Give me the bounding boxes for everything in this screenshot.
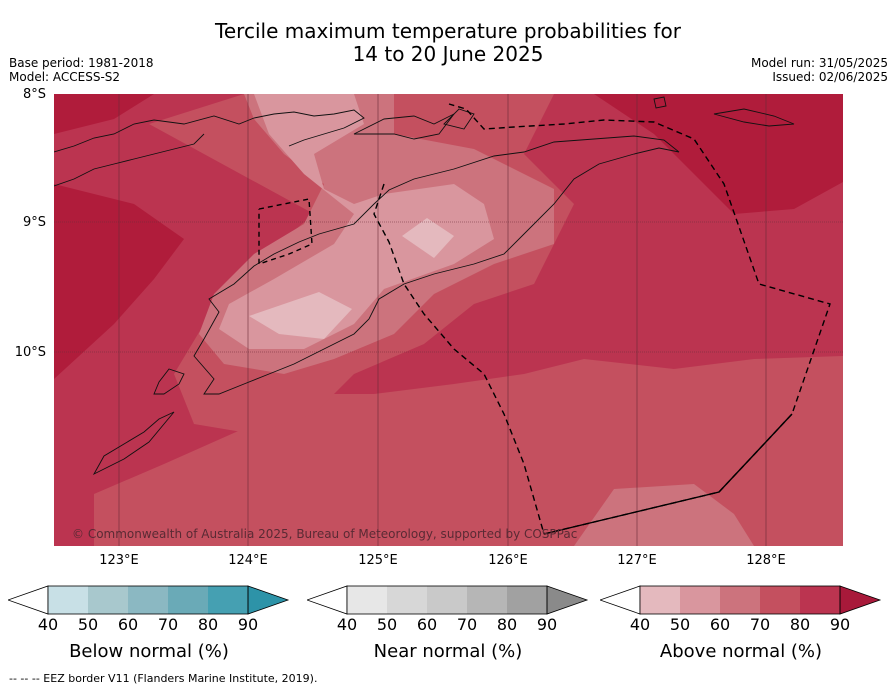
cb-near-upper-extend [546, 585, 589, 615]
cb-above-swatch-60 [720, 586, 760, 614]
lon-label-126e: 126°E [488, 553, 528, 568]
colorbar-above-normal [600, 585, 882, 615]
coast-flores-alor [54, 109, 365, 187]
issued-date: Issued: 02/06/2025 [772, 70, 888, 84]
eez-border [258, 103, 831, 535]
cb-above-swatch-50 [680, 586, 720, 614]
cb-near-swatch-80 [507, 586, 547, 614]
cb-below-tick-80: 80 [197, 615, 219, 634]
lon-label-124e: 124°E [228, 553, 268, 568]
probability-map: © Commonwealth of Australia 2025, Bureau… [54, 94, 843, 546]
lon-label-128e: 128°E [746, 553, 786, 568]
cb-above-frame [639, 585, 841, 615]
cb-below-tick-40: 40 [37, 615, 59, 634]
cb-near-tick-90: 90 [536, 615, 558, 634]
cb-above-lower-extend [600, 585, 641, 615]
coast-babar [713, 108, 795, 127]
field-above-60-south [574, 484, 754, 546]
cb-above-upper-extend [839, 585, 882, 615]
cb-below-swatch-70 [168, 586, 208, 614]
copyright-text: © Commonwealth of Australia 2025, Bureau… [72, 527, 577, 541]
cb-near-tick-40: 40 [336, 615, 358, 634]
cb-below-swatch-60 [128, 586, 168, 614]
cb-near-tick-60: 60 [416, 615, 438, 634]
colorbar-below-normal [8, 585, 290, 615]
cb-above-tick-40: 40 [629, 615, 651, 634]
cb-above-tick-50: 50 [669, 615, 691, 634]
coast-island [443, 108, 475, 130]
cb-below-swatch-80 [208, 586, 248, 614]
cb-above-swatch-70 [760, 586, 800, 614]
cb-above-tick-80: 80 [789, 615, 811, 634]
cb-below-swatch-40 [48, 586, 88, 614]
cb-below-label: Below normal (%) [69, 641, 229, 662]
coast-sawu [92, 411, 175, 476]
coast-rote [153, 368, 185, 395]
cb-below-tick-60: 60 [117, 615, 139, 634]
cb-below-tick-90: 90 [237, 615, 259, 634]
lat-label-8s: 8°S [22, 87, 46, 102]
cb-near-swatch-40 [347, 586, 387, 614]
eez-dashed [373, 103, 831, 535]
cb-near-frame [346, 585, 548, 615]
cb-above-tick-60: 60 [709, 615, 731, 634]
cb-near-lower-extend [307, 585, 348, 615]
chart-title-line2: 14 to 20 June 2025 [352, 42, 544, 66]
cb-near-tick-70: 70 [456, 615, 478, 634]
cb-near-tick-80: 80 [496, 615, 518, 634]
lat-label-10s: 10°S [14, 345, 46, 360]
coast-timor [193, 135, 680, 395]
coastlines [54, 96, 795, 476]
model-name: Model: ACCESS-S2 [9, 70, 121, 84]
colorbar-near-normal [307, 585, 589, 615]
cb-below-lower-extend [8, 585, 49, 615]
lat-label-9s: 9°S [22, 215, 46, 230]
base-period: Base period: 1981-2018 [9, 56, 154, 70]
coast-islet [653, 96, 667, 109]
field-above-90-ne [594, 94, 843, 214]
chart-title-line1: Tercile maximum temperature probabilitie… [215, 19, 681, 43]
eez-solid-segment [543, 413, 793, 535]
cb-above-label: Above normal (%) [659, 641, 823, 662]
cb-above-swatch-40 [640, 586, 680, 614]
cb-above-tick-70: 70 [749, 615, 771, 634]
cb-near-label: Near normal (%) [373, 641, 523, 662]
cb-near-swatch-60 [427, 586, 467, 614]
cb-near-tick-50: 50 [376, 615, 398, 634]
cb-above-tick-90: 90 [829, 615, 851, 634]
footer-eez-note: -- -- -- EEZ border V11 (Flanders Marine… [9, 672, 318, 685]
cb-below-tick-70: 70 [157, 615, 179, 634]
cb-below-upper-extend [247, 585, 290, 615]
map-svg: © Commonwealth of Australia 2025, Bureau… [54, 94, 843, 546]
cb-near-swatch-70 [467, 586, 507, 614]
cb-above-swatch-80 [800, 586, 840, 614]
lon-label-125e: 125°E [358, 553, 398, 568]
eez-oecusse [258, 198, 313, 265]
meta-right: Model run: 31/05/2025 Issued: 02/06/2025 [751, 56, 888, 84]
cb-near-swatch-50 [387, 586, 427, 614]
lon-label-127e: 127°E [617, 553, 657, 568]
cb-below-frame [47, 585, 249, 615]
gridlines [54, 94, 843, 546]
model-run: Model run: 31/05/2025 [750, 56, 888, 70]
field-above-40-b [402, 218, 454, 258]
cb-below-swatch-50 [88, 586, 128, 614]
field-above-40-a [249, 292, 352, 339]
field-above-90-nw [54, 94, 154, 134]
cb-below-tick-50: 50 [77, 615, 99, 634]
meta-left: Base period: 1981-2018 Model: ACCESS-S2 [9, 56, 154, 84]
lon-label-123e: 123°E [99, 553, 139, 568]
